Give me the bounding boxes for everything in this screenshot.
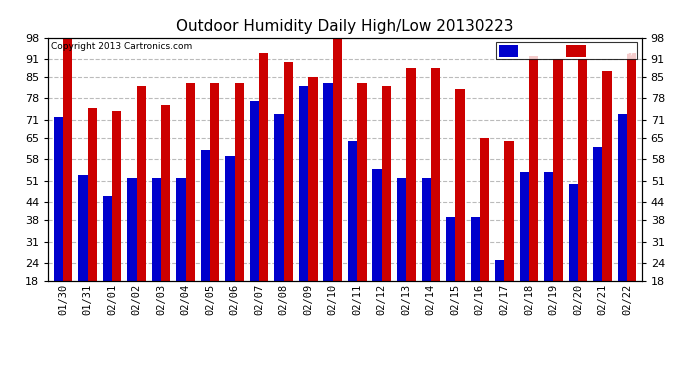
Bar bbox=[324, 83, 333, 281]
Bar bbox=[618, 114, 627, 281]
Bar bbox=[504, 141, 513, 281]
Bar bbox=[382, 86, 391, 281]
Bar bbox=[63, 34, 72, 281]
Legend: Low  (%), High  (%): Low (%), High (%) bbox=[495, 42, 637, 59]
Bar bbox=[406, 68, 415, 281]
Bar bbox=[455, 89, 464, 281]
Bar bbox=[152, 178, 161, 281]
Bar bbox=[161, 105, 170, 281]
Bar bbox=[78, 175, 88, 281]
Bar bbox=[422, 178, 431, 281]
Bar bbox=[553, 59, 563, 281]
Bar bbox=[186, 83, 195, 281]
Bar bbox=[627, 53, 636, 281]
Bar bbox=[593, 147, 602, 281]
Bar bbox=[431, 68, 440, 281]
Bar bbox=[446, 217, 455, 281]
Bar bbox=[333, 34, 342, 281]
Bar bbox=[520, 172, 529, 281]
Bar bbox=[569, 184, 578, 281]
Bar bbox=[54, 117, 63, 281]
Bar bbox=[127, 178, 137, 281]
Bar bbox=[88, 108, 97, 281]
Bar bbox=[480, 138, 489, 281]
Bar bbox=[137, 86, 146, 281]
Bar bbox=[308, 77, 317, 281]
Bar bbox=[210, 83, 219, 281]
Bar bbox=[299, 86, 308, 281]
Bar bbox=[226, 156, 235, 281]
Bar bbox=[397, 178, 406, 281]
Bar bbox=[284, 62, 293, 281]
Bar bbox=[471, 217, 480, 281]
Text: Copyright 2013 Cartronics.com: Copyright 2013 Cartronics.com bbox=[51, 42, 193, 51]
Bar bbox=[103, 196, 112, 281]
Bar bbox=[529, 56, 538, 281]
Bar bbox=[259, 53, 268, 281]
Bar bbox=[112, 111, 121, 281]
Bar bbox=[544, 172, 553, 281]
Title: Outdoor Humidity Daily High/Low 20130223: Outdoor Humidity Daily High/Low 20130223 bbox=[176, 18, 514, 33]
Bar bbox=[495, 260, 504, 281]
Bar bbox=[578, 59, 587, 281]
Bar bbox=[201, 150, 210, 281]
Bar bbox=[275, 114, 284, 281]
Bar bbox=[373, 168, 382, 281]
Bar bbox=[348, 141, 357, 281]
Bar bbox=[250, 102, 259, 281]
Bar bbox=[602, 71, 612, 281]
Bar bbox=[357, 83, 366, 281]
Bar bbox=[177, 178, 186, 281]
Bar bbox=[235, 83, 244, 281]
